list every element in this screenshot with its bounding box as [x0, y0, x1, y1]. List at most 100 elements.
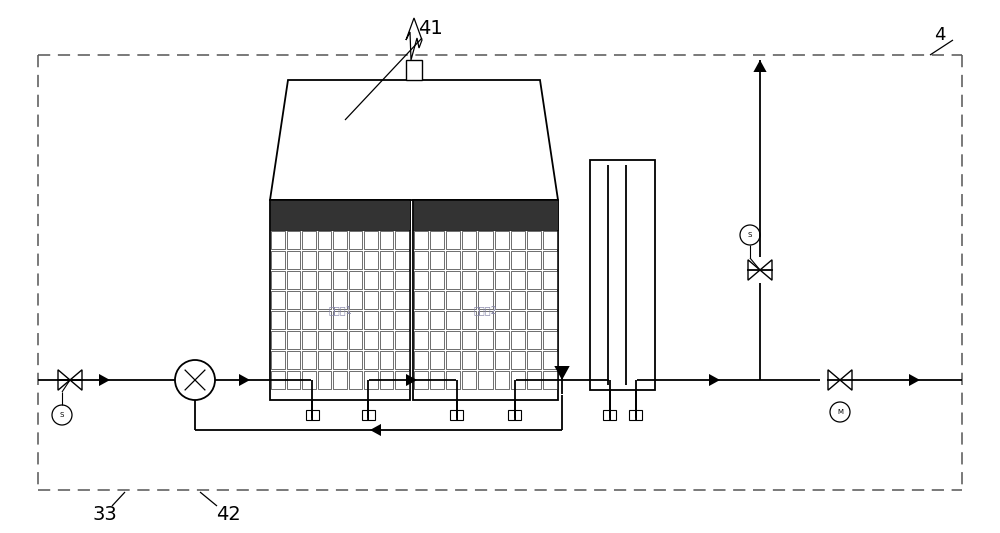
Bar — [478, 291, 493, 309]
Bar — [318, 311, 331, 329]
Bar — [527, 331, 541, 349]
Text: 蓄热室2: 蓄热室2 — [474, 305, 497, 315]
Bar — [430, 271, 444, 289]
Bar — [364, 331, 378, 349]
Polygon shape — [58, 370, 70, 390]
Text: M: M — [837, 409, 843, 415]
Bar — [271, 331, 285, 349]
Bar — [414, 351, 428, 369]
Bar — [590, 160, 655, 390]
Bar — [527, 271, 541, 289]
Bar — [543, 271, 557, 289]
Bar — [333, 351, 347, 369]
Bar — [543, 231, 557, 249]
Bar — [478, 331, 493, 349]
Bar — [349, 331, 362, 349]
Bar — [318, 371, 331, 389]
Bar — [543, 371, 557, 389]
Bar — [380, 331, 393, 349]
Polygon shape — [554, 366, 570, 380]
Bar — [446, 351, 460, 369]
Bar — [478, 311, 493, 329]
Bar — [446, 331, 460, 349]
Text: 41: 41 — [418, 19, 442, 37]
Bar — [306, 410, 318, 420]
Bar — [495, 251, 509, 269]
Bar — [446, 371, 460, 389]
Bar — [462, 311, 476, 329]
Bar — [395, 291, 409, 309]
Polygon shape — [239, 374, 250, 386]
Bar — [318, 331, 331, 349]
Polygon shape — [270, 80, 558, 200]
Bar — [462, 271, 476, 289]
Bar — [462, 371, 476, 389]
Bar — [414, 251, 428, 269]
Bar — [462, 331, 476, 349]
Bar — [270, 200, 410, 230]
Text: 蓄热室1: 蓄热室1 — [328, 305, 352, 315]
Bar — [511, 311, 525, 329]
Bar — [380, 231, 393, 249]
Bar — [478, 371, 493, 389]
Bar — [271, 311, 285, 329]
Bar — [302, 231, 316, 249]
Bar — [478, 351, 493, 369]
Bar — [603, 410, 616, 420]
Polygon shape — [70, 370, 82, 390]
Bar — [364, 351, 378, 369]
Bar — [495, 271, 509, 289]
Bar — [527, 351, 541, 369]
Bar — [333, 311, 347, 329]
Polygon shape — [370, 424, 381, 436]
Bar — [462, 291, 476, 309]
Bar — [395, 371, 409, 389]
Circle shape — [175, 360, 215, 400]
Bar — [318, 291, 331, 309]
Bar — [380, 251, 393, 269]
Bar — [333, 251, 347, 269]
Polygon shape — [709, 374, 720, 386]
Bar — [395, 311, 409, 329]
Bar — [413, 200, 558, 400]
Bar — [511, 371, 525, 389]
Bar — [511, 271, 525, 289]
Bar — [318, 231, 331, 249]
Bar — [395, 331, 409, 349]
Bar — [395, 351, 409, 369]
Polygon shape — [406, 18, 422, 60]
Bar — [446, 271, 460, 289]
Bar — [318, 251, 331, 269]
Bar — [511, 231, 525, 249]
Bar — [333, 331, 347, 349]
Bar — [495, 351, 509, 369]
Bar — [287, 251, 300, 269]
Bar — [414, 271, 428, 289]
Bar — [333, 231, 347, 249]
Bar — [271, 351, 285, 369]
Text: 4: 4 — [934, 26, 946, 44]
Bar — [395, 231, 409, 249]
Polygon shape — [748, 260, 760, 280]
Bar — [302, 331, 316, 349]
Bar — [495, 231, 509, 249]
Text: S: S — [748, 232, 752, 238]
Circle shape — [52, 405, 72, 425]
Bar — [271, 251, 285, 269]
Bar — [395, 251, 409, 269]
Bar — [446, 291, 460, 309]
Polygon shape — [760, 260, 772, 280]
Bar — [270, 200, 410, 400]
Bar — [462, 231, 476, 249]
Bar — [333, 291, 347, 309]
Bar — [413, 200, 558, 230]
Bar — [333, 271, 347, 289]
Bar — [495, 311, 509, 329]
Bar — [414, 371, 428, 389]
Circle shape — [740, 225, 760, 245]
Bar — [287, 271, 300, 289]
Bar — [508, 410, 521, 420]
Bar — [543, 251, 557, 269]
Bar — [349, 231, 362, 249]
Bar — [364, 251, 378, 269]
